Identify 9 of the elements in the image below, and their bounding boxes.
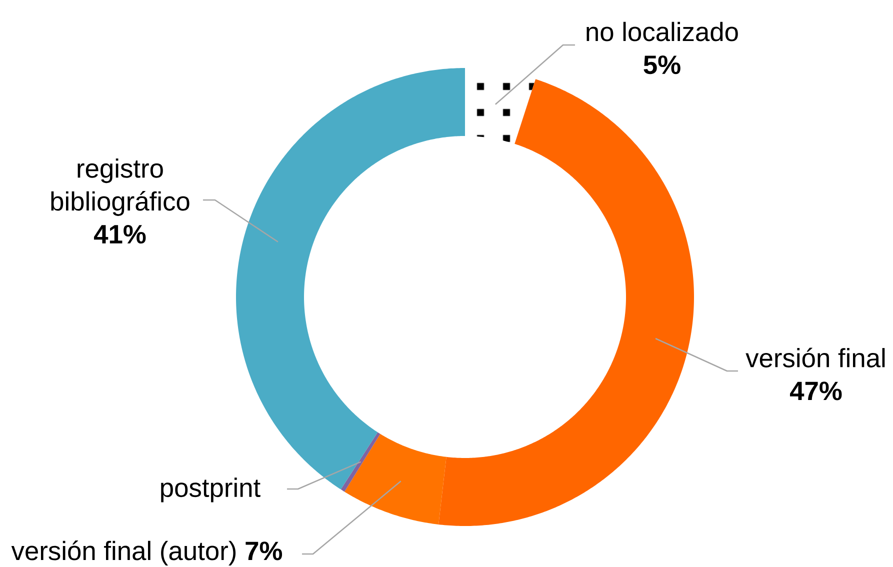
slice-label: no localizado [586,22,738,42]
data-label: 5% [644,56,680,74]
slice-label: versión final (autor) [11,540,236,566]
slice-label: postprint [161,478,260,502]
data-label: 7% [246,542,282,560]
slice-label: versión final [746,348,885,368]
slice-label: registro bibliográfico [51,158,190,216]
data-label: 47% [790,382,842,400]
data-label: 41% [94,224,146,244]
